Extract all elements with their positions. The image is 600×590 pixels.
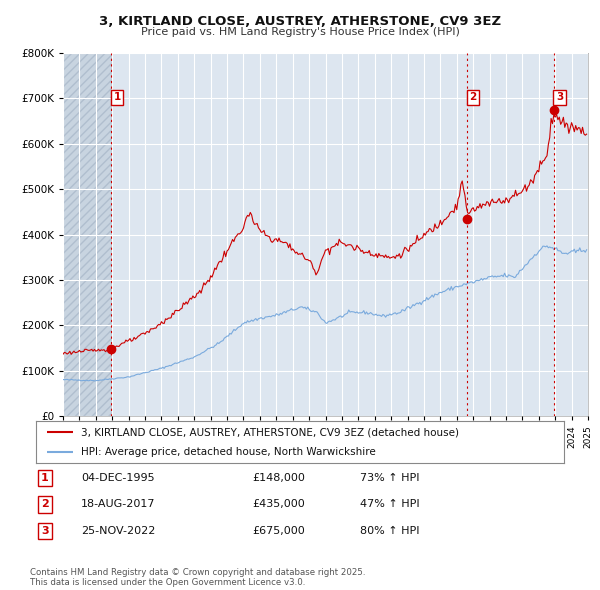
Text: 1: 1 (41, 473, 49, 483)
Text: 73% ↑ HPI: 73% ↑ HPI (360, 473, 419, 483)
Text: 3, KIRTLAND CLOSE, AUSTREY, ATHERSTONE, CV9 3EZ (detached house): 3, KIRTLAND CLOSE, AUSTREY, ATHERSTONE, … (81, 427, 459, 437)
Bar (63, 53, 111, 416)
Text: £148,000: £148,000 (252, 473, 305, 483)
Text: 3: 3 (41, 526, 49, 536)
Text: HPI: Average price, detached house, North Warwickshire: HPI: Average price, detached house, Nort… (81, 447, 376, 457)
Text: Contains HM Land Registry data © Crown copyright and database right 2025.
This d: Contains HM Land Registry data © Crown c… (30, 568, 365, 587)
Text: £435,000: £435,000 (252, 500, 305, 509)
Text: 18-AUG-2017: 18-AUG-2017 (81, 500, 155, 509)
Text: 3: 3 (556, 92, 563, 102)
Text: 47% ↑ HPI: 47% ↑ HPI (360, 500, 419, 509)
Text: 2: 2 (41, 500, 49, 509)
Text: £675,000: £675,000 (252, 526, 305, 536)
Text: 25-NOV-2022: 25-NOV-2022 (81, 526, 155, 536)
Text: 2: 2 (470, 92, 477, 102)
Text: 04-DEC-1995: 04-DEC-1995 (81, 473, 155, 483)
Text: 1: 1 (113, 92, 121, 102)
Text: 3, KIRTLAND CLOSE, AUSTREY, ATHERSTONE, CV9 3EZ: 3, KIRTLAND CLOSE, AUSTREY, ATHERSTONE, … (99, 15, 501, 28)
Text: 80% ↑ HPI: 80% ↑ HPI (360, 526, 419, 536)
Text: Price paid vs. HM Land Registry's House Price Index (HPI): Price paid vs. HM Land Registry's House … (140, 27, 460, 37)
